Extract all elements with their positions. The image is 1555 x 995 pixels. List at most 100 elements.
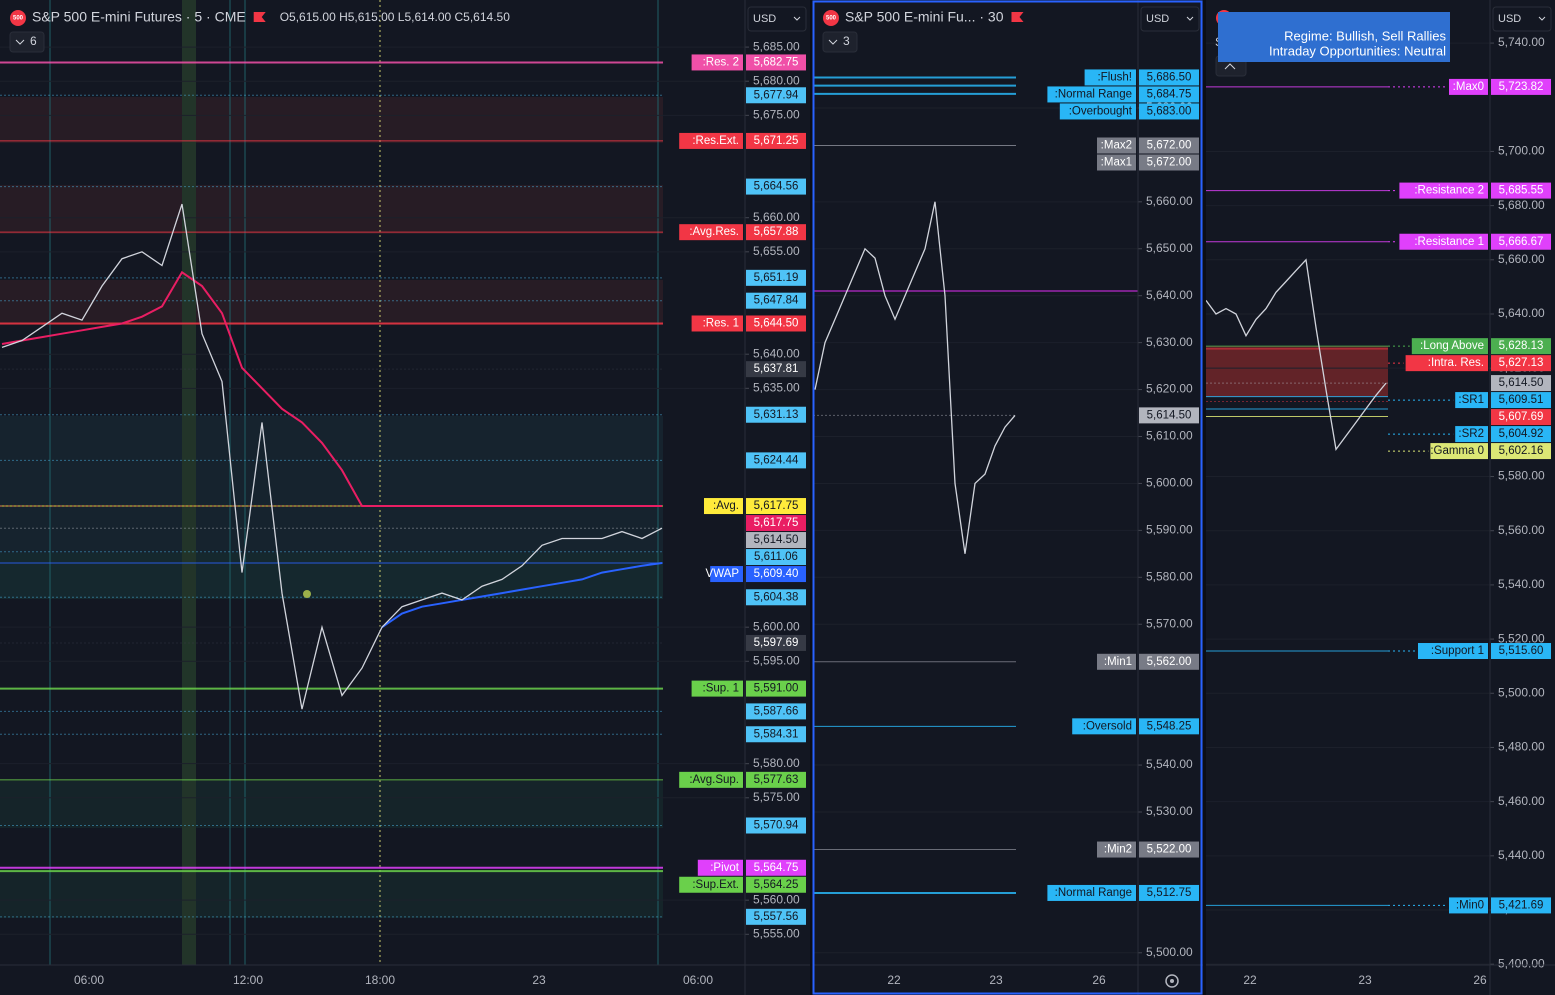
currency-button[interactable] <box>1492 6 1552 32</box>
y-tick-label: 5,650.00 <box>1146 241 1193 255</box>
price-label-bg <box>746 634 806 651</box>
price-label: 5,609.40 <box>754 568 799 580</box>
price-label-bg <box>1139 718 1199 735</box>
indicators-toggle[interactable] <box>9 31 45 53</box>
price-label: 5,671.25 <box>754 135 799 147</box>
zone <box>0 97 663 143</box>
zone <box>0 553 663 599</box>
price-label: 5,672.00 <box>1147 157 1192 169</box>
content: 5,685.00 5,680.00 5,675.00 5,660.00 5,655.00… <box>0 6 1552 987</box>
level-name-bg <box>697 859 743 876</box>
level-name: :Oversold <box>1083 720 1132 732</box>
level-name-bg <box>1399 182 1488 199</box>
price-label: 5,644.50 <box>754 318 799 330</box>
y-tick-label: 5,600.00 <box>753 619 800 633</box>
level-name-bg <box>1084 69 1136 86</box>
price-label: 5,624.44 <box>754 454 799 466</box>
level-name-bg <box>1399 233 1488 250</box>
price-label: 5,617.75 <box>754 500 799 512</box>
marker <box>303 590 311 598</box>
price-label: 5,570.94 <box>754 820 799 832</box>
y-tick-label: 5,740.00 <box>1498 35 1545 49</box>
price-label-bg <box>1491 182 1551 199</box>
price-label-bg <box>746 224 806 241</box>
tooltip-line: Intraday Opportunities: Neutral <box>1269 43 1446 58</box>
price-label-bg <box>1491 443 1551 460</box>
currency-button[interactable] <box>1140 6 1200 32</box>
level-name-bg <box>1097 653 1136 670</box>
price-label: 5,548.25 <box>1147 720 1192 732</box>
price-label-bg <box>746 269 806 286</box>
y-tick-label: 5,560.00 <box>1498 523 1545 537</box>
price-label-bg <box>1139 86 1199 103</box>
level-name-bg <box>1097 154 1136 171</box>
level-name: :Resistance 1 <box>1414 236 1484 248</box>
x-tick-label: 18:00 <box>365 973 395 987</box>
y-tick-label: 5,500.00 <box>1146 945 1193 959</box>
level-name: :Avg.Res. <box>689 226 739 238</box>
y-tick-label: 5,500.00 <box>1498 685 1545 699</box>
level-name-bg <box>1097 841 1136 858</box>
price-label: 5,647.84 <box>754 295 799 307</box>
y-tick-label: 5,540.00 <box>1498 577 1545 591</box>
y-tick-label: 5,540.00 <box>1146 757 1193 771</box>
currency-button[interactable] <box>747 6 807 32</box>
zone <box>0 185 663 234</box>
price-label-bg <box>1491 409 1551 426</box>
price-label-bg <box>746 532 806 549</box>
level-name-bg <box>679 132 743 149</box>
y-tick-label: 5,440.00 <box>1498 848 1545 862</box>
x-tick-label: 26 <box>1092 973 1106 987</box>
price-label-bg <box>1491 338 1551 355</box>
intra-zone <box>1206 346 1388 397</box>
currency-label: USD <box>1146 13 1169 25</box>
price-label: 5,591.00 <box>754 683 799 695</box>
price-label: 5,614.50 <box>754 534 799 546</box>
price-label-bg <box>1491 355 1551 372</box>
price-label: 5,685.55 <box>1499 185 1544 197</box>
divider <box>1203 0 1206 995</box>
price-label: 5,564.75 <box>754 862 799 874</box>
price-label: 5,666.67 <box>1499 236 1544 248</box>
y-tick-label: 5,685.00 <box>753 39 800 53</box>
price-label-bg <box>746 452 806 469</box>
price-line <box>814 201 1016 554</box>
price-label-bg <box>746 361 806 378</box>
flag-icon <box>1011 12 1024 22</box>
price-label-bg <box>746 132 806 149</box>
price-label-bg <box>746 859 806 876</box>
price-label: 5,512.75 <box>1147 887 1192 899</box>
y-tick-label: 5,570.00 <box>1146 616 1193 630</box>
indicators-toggle[interactable] <box>822 31 858 53</box>
chevron <box>828 39 838 45</box>
x-tick-label: 23 <box>532 973 546 987</box>
level-name: VWAP <box>706 568 740 580</box>
x-tick-label: 23 <box>989 973 1003 987</box>
y-tick-label: 5,630.00 <box>1146 335 1193 349</box>
price-label: 5,614.50 <box>1499 377 1544 389</box>
level-name-bg <box>1455 426 1488 443</box>
level-name: :Intra. Res. <box>1428 357 1484 369</box>
level-name-bg <box>704 498 743 515</box>
y-tick-label: 5,595.00 <box>753 653 800 667</box>
level-name: :Pivot <box>710 862 740 874</box>
chevron <box>793 16 801 21</box>
price-label-bg <box>1139 407 1199 424</box>
ohlc: O5,615.00 H5,615.00 L5,614.00 C5,614.50 <box>280 10 511 24</box>
active-panel-border <box>812 0 1203 995</box>
price-label: 5,522.00 <box>1147 844 1192 856</box>
indicators-count: 6 <box>30 34 37 48</box>
currency-label: USD <box>1498 13 1521 25</box>
flag-icon <box>253 12 266 22</box>
chart-title: S&P 500 E-mini Fu... · 30 <box>845 9 1004 25</box>
level-name-bg <box>1449 897 1488 914</box>
level-name: :Sup. 1 <box>703 683 739 695</box>
settings-icon[interactable] <box>1165 974 1179 988</box>
price-label-bg <box>1139 884 1199 901</box>
x-tick-label: 06:00 <box>683 973 713 987</box>
price-label-bg <box>1139 69 1199 86</box>
level-name: :Res. 2 <box>703 56 739 68</box>
price-label: 5,515.60 <box>1499 645 1544 657</box>
price-label: 5,607.69 <box>1499 411 1544 423</box>
